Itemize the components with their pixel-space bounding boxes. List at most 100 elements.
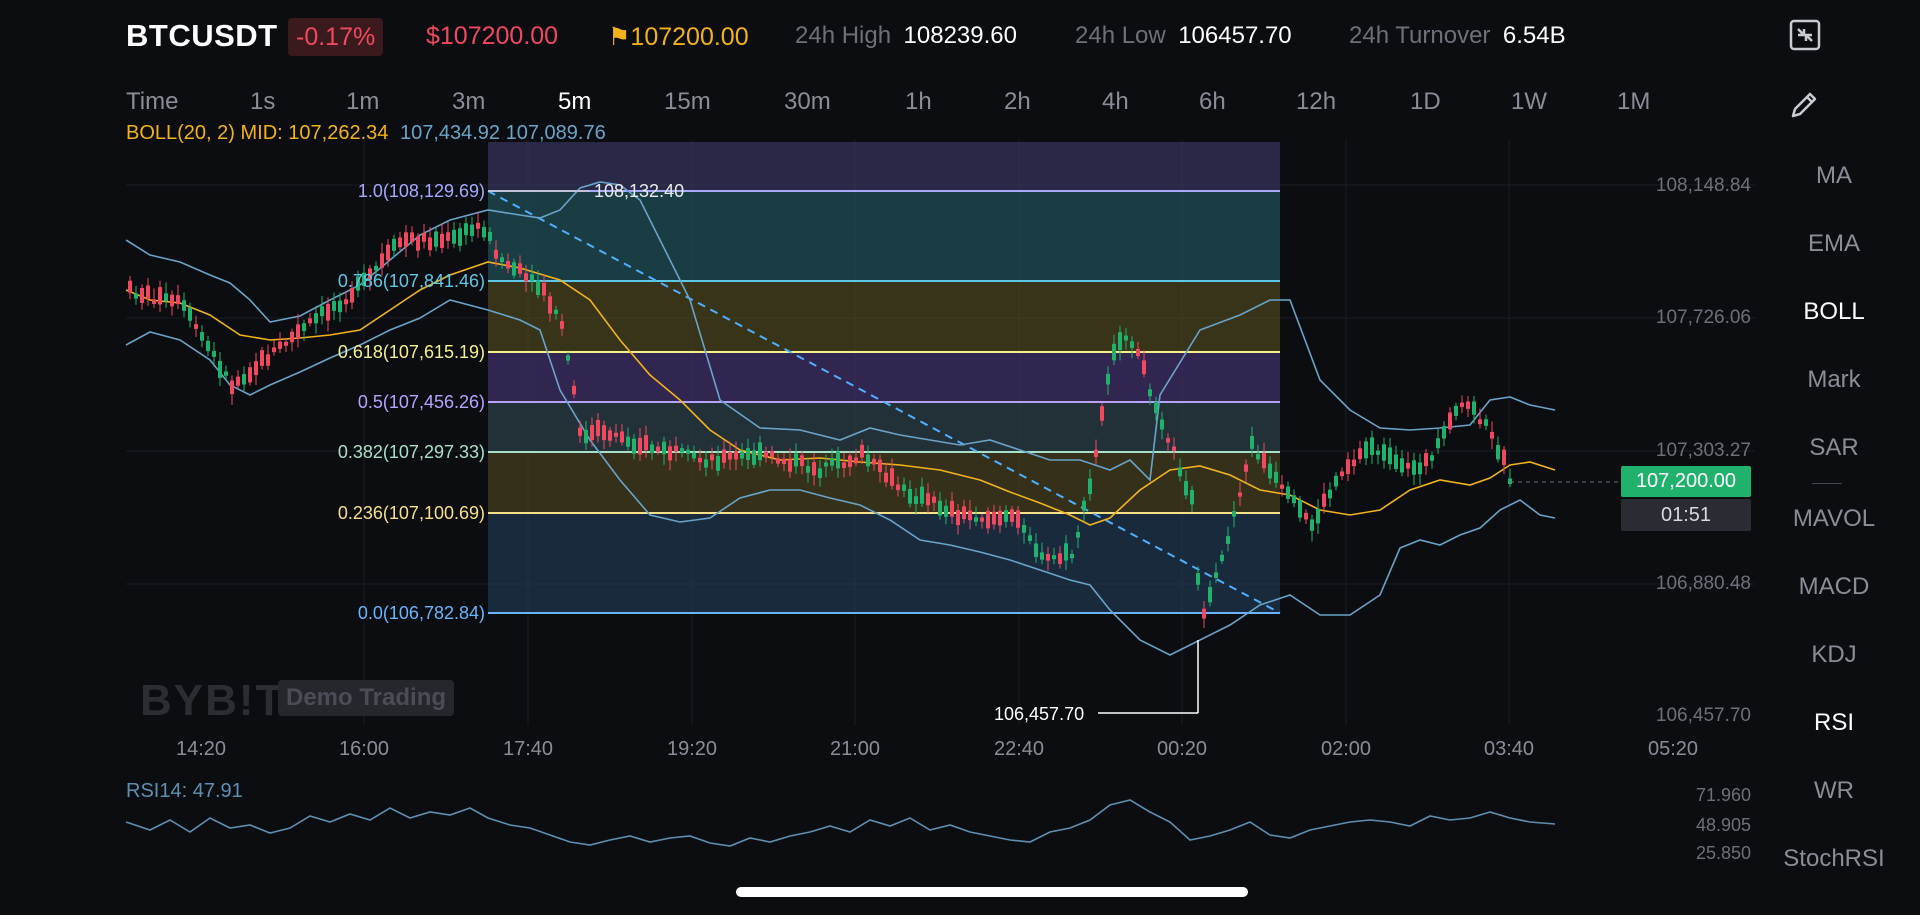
fib-trend-line[interactable] xyxy=(487,190,1281,614)
candle xyxy=(758,442,762,461)
time-tick: 00:20 xyxy=(1156,738,1208,760)
rsi-legend[interactable]: RSI14: 47.91 xyxy=(126,780,243,802)
candle xyxy=(542,282,546,296)
candle xyxy=(1316,508,1320,524)
candle xyxy=(920,486,924,504)
candle xyxy=(356,276,360,291)
indicator-sar[interactable]: SAR xyxy=(1809,434,1859,461)
fullscreen-exit-icon[interactable] xyxy=(1787,17,1827,57)
time-tick: 02:00 xyxy=(1320,738,1372,760)
rsi-tick: 71.960 xyxy=(1695,785,1751,805)
candle xyxy=(392,238,396,251)
candle xyxy=(1238,492,1242,497)
indicator-boll[interactable]: BOLL xyxy=(1803,298,1865,325)
tf-time[interactable]: Time xyxy=(126,88,179,115)
boll-mid: MID: 107,262.34 xyxy=(240,122,389,144)
demo-trading-badge: Demo Trading xyxy=(278,680,455,716)
tf-30m[interactable]: 30m xyxy=(784,88,831,115)
candle xyxy=(338,300,342,313)
candle xyxy=(1094,449,1098,457)
tf-12h[interactable]: 12h xyxy=(1296,88,1337,115)
high-price-label: 108,132.40 xyxy=(594,181,685,201)
candle xyxy=(410,232,414,243)
candle xyxy=(1250,435,1254,449)
home-indicator[interactable] xyxy=(736,887,1248,897)
candle xyxy=(956,510,960,526)
candle xyxy=(284,341,288,346)
candle xyxy=(518,263,522,274)
candle xyxy=(212,350,216,357)
candle xyxy=(536,280,540,295)
tf-2h[interactable]: 2h xyxy=(1004,88,1031,115)
tf-1m[interactable]: 1m xyxy=(346,88,380,115)
fib-zone xyxy=(488,142,1280,191)
tf-6h[interactable]: 6h xyxy=(1199,88,1226,115)
time-tick: 05:20 xyxy=(1647,738,1699,760)
candle xyxy=(812,462,816,476)
candle xyxy=(830,457,834,466)
candle xyxy=(434,231,438,247)
tf-3m[interactable]: 3m xyxy=(452,88,486,115)
candle xyxy=(1292,495,1296,504)
boll-legend[interactable]: BOLL(20, 2) MID: 107,262.34 107,434.92 1… xyxy=(126,122,606,145)
candle xyxy=(716,455,720,471)
time-tick: 22:40 xyxy=(993,738,1045,760)
indicator-rsi[interactable]: RSI xyxy=(1813,709,1854,736)
tf-5m[interactable]: 5m xyxy=(558,88,592,115)
candle xyxy=(776,458,780,464)
stat-value: 6.54B xyxy=(1502,22,1566,49)
indicator-stochrsi[interactable]: StochRSI xyxy=(1783,845,1885,872)
tf-15m[interactable]: 15m xyxy=(664,88,711,115)
tf-1w[interactable]: 1W xyxy=(1511,88,1547,115)
candle xyxy=(1424,453,1428,467)
price-change-badge: -0.17% xyxy=(288,18,384,56)
tf-1h[interactable]: 1h xyxy=(905,88,932,115)
candle xyxy=(1256,453,1260,460)
candle xyxy=(938,500,942,516)
stat-label: 24h High xyxy=(795,22,892,49)
fib-retracement[interactable] xyxy=(487,142,1281,614)
candle xyxy=(734,451,738,460)
candle xyxy=(656,446,660,452)
candle xyxy=(530,274,534,281)
candle xyxy=(566,355,570,361)
candle xyxy=(1070,553,1074,559)
stat-label: 24h Turnover xyxy=(1349,22,1491,49)
candle xyxy=(908,488,912,504)
candle xyxy=(1148,389,1152,397)
candle xyxy=(320,306,324,317)
time-tick: 17:40 xyxy=(502,738,554,760)
tf-1m-month[interactable]: 1M xyxy=(1617,88,1651,115)
low-price-label: 106,457.70 xyxy=(994,704,1085,724)
candle xyxy=(680,448,684,453)
candle xyxy=(1394,454,1398,469)
candle xyxy=(1406,462,1410,469)
candle xyxy=(1166,438,1170,443)
tf-1d[interactable]: 1D xyxy=(1410,88,1441,115)
candle xyxy=(428,237,432,251)
price-tick: 107,303.27 xyxy=(1655,440,1751,461)
candle xyxy=(476,222,480,229)
pencil-icon[interactable] xyxy=(1787,88,1827,128)
candle xyxy=(1160,419,1164,430)
fib-label-0382: 0.382(107,297.33) xyxy=(337,442,485,462)
indicator-kdj[interactable]: KDJ xyxy=(1811,641,1857,668)
indicator-wr[interactable]: WR xyxy=(1814,777,1854,804)
tf-4h[interactable]: 4h xyxy=(1102,88,1129,115)
candle xyxy=(1430,455,1434,461)
indicator-mavol[interactable]: MAVOL xyxy=(1792,505,1876,532)
fib-zone xyxy=(488,281,1280,352)
last-price: $107200.00 xyxy=(426,22,559,50)
candle xyxy=(1436,438,1440,449)
tf-1s[interactable]: 1s xyxy=(250,88,276,115)
symbol-title[interactable]: BTCUSDT xyxy=(126,18,278,53)
indicator-ma[interactable]: MA xyxy=(1816,162,1852,189)
candle xyxy=(152,299,156,304)
candle xyxy=(332,301,336,311)
candle xyxy=(608,430,612,441)
indicator-ema[interactable]: EMA xyxy=(1807,230,1860,257)
candle xyxy=(602,425,606,441)
indicator-mark[interactable]: Mark xyxy=(1807,366,1861,393)
indicator-macd[interactable]: MACD xyxy=(1798,573,1870,600)
